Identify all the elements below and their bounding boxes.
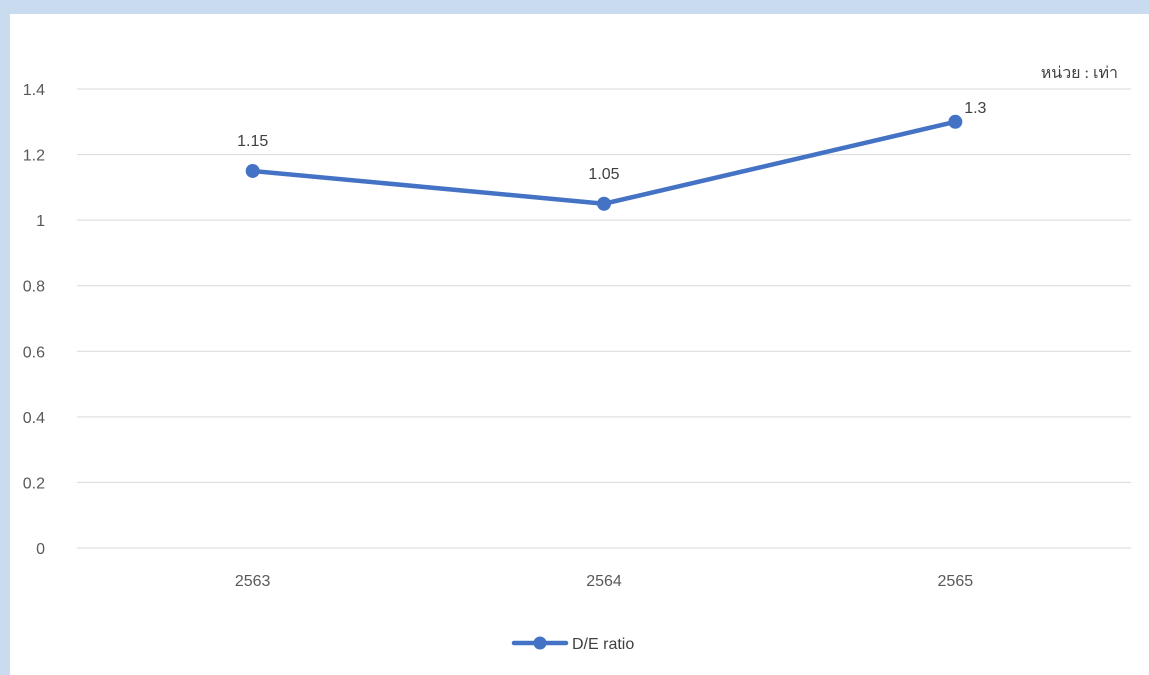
- legend[interactable]: D/E ratio: [511, 636, 634, 653]
- y-tick-label: 0.6: [23, 344, 45, 361]
- x-axis-ticks: 2563 2564 2565: [235, 573, 973, 590]
- series-line: [250, 119, 958, 206]
- x-tick-label: 2565: [938, 573, 974, 590]
- x-tick-label: 2563: [235, 573, 271, 590]
- y-tick-label: 1.2: [23, 148, 45, 165]
- unit-label: หน่วย : เท่า: [1041, 65, 1118, 82]
- y-tick-label: 0.8: [23, 279, 45, 296]
- y-axis-ticks: 0 0.2 0.4 0.6 0.8 1 1.2 1.4: [23, 82, 45, 558]
- legend-marker: [533, 636, 547, 650]
- series-group: [245, 114, 963, 211]
- data-point[interactable]: [597, 196, 611, 211]
- data-label: 1.05: [588, 166, 619, 183]
- data-point[interactable]: [245, 163, 260, 178]
- data-point[interactable]: [948, 114, 963, 129]
- gridlines: [77, 88, 1131, 549]
- y-tick-label: 0.2: [23, 475, 45, 492]
- legend-label: D/E ratio: [572, 636, 634, 653]
- y-tick-label: 1: [36, 213, 45, 230]
- y-tick-label: 0.4: [23, 410, 45, 427]
- data-labels: 1.15 1.05 1.3: [237, 100, 986, 183]
- data-label: 1.15: [237, 133, 268, 150]
- y-tick-label: 1.4: [23, 82, 45, 99]
- x-tick-label: 2564: [586, 573, 622, 590]
- data-label: 1.3: [964, 100, 986, 117]
- y-tick-label: 0: [36, 541, 45, 558]
